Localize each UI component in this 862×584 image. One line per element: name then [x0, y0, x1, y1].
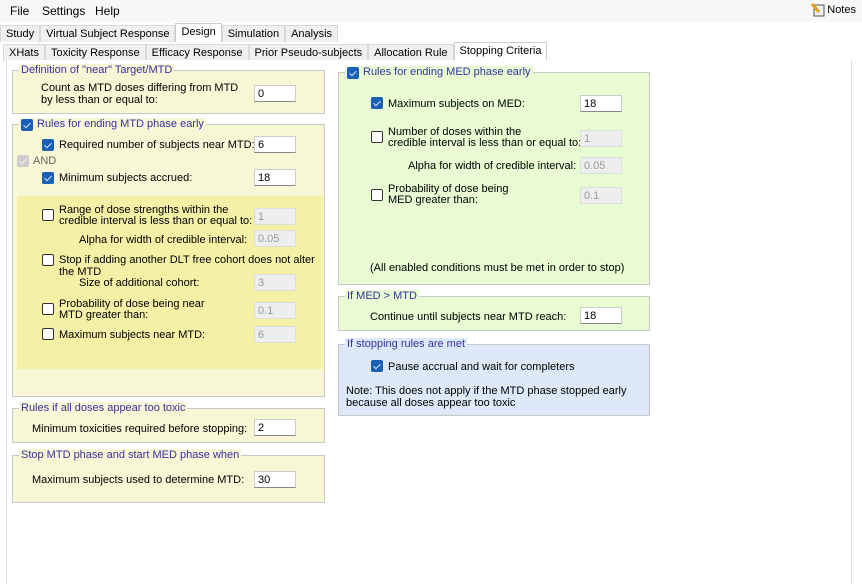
range-input[interactable]: 1	[254, 208, 296, 225]
prob-near-mtd-checkbox[interactable]	[42, 303, 54, 315]
cohort-size-input[interactable]: 3	[254, 274, 296, 291]
group-title: If stopping rules are met	[345, 338, 468, 351]
minimum-subjects-checkbox[interactable]	[42, 172, 54, 184]
group-title: Definition of "near" Target/MTD	[19, 64, 175, 77]
group-title-wrap: Rules for ending MED phase early	[345, 66, 533, 79]
tab-allocation-rule[interactable]: Allocation Rule	[368, 44, 454, 61]
max-near-mtd-checkbox[interactable]	[42, 328, 54, 340]
tab-toxicity-response[interactable]: Toxicity Response	[44, 44, 146, 61]
mtd-early-group: Rules for ending MTD phase early Require…	[12, 118, 325, 397]
group-title: Rules for ending MED phase early	[363, 66, 531, 78]
med-alpha-label: Alpha for width of credible interval:	[408, 160, 577, 172]
tab-virtual-subject-response[interactable]: Virtual Subject Response	[40, 25, 176, 42]
cohort-size-label: Size of additional cohort:	[79, 277, 200, 289]
stopping-note-2: because all doses appear too toxic	[346, 397, 516, 409]
alpha-input[interactable]: 0.05	[254, 230, 296, 247]
notepad-pencil-icon	[811, 3, 825, 17]
prob-med-label-2: MED greater than:	[388, 194, 478, 206]
med-alpha-input[interactable]: 0.05	[580, 157, 622, 174]
and-checkbox	[17, 155, 29, 167]
mtd-early-checkbox[interactable]	[21, 118, 33, 131]
stop-dlt-free-label: Stop if adding another DLT free cohort d…	[59, 254, 315, 278]
med-early-group: Rules for ending MED phase early Maximum…	[338, 66, 650, 285]
range-label-2: credible interval is less than or equal …	[59, 215, 253, 227]
minimum-subjects-input[interactable]: 18	[254, 169, 296, 186]
near-label-1: Count as MTD doses differing from MTD	[41, 82, 239, 94]
med-gt-mtd-group: If MED > MTD Continue until subjects nea…	[338, 290, 650, 331]
near-mtd-input[interactable]: 0	[254, 85, 296, 102]
prob-med-checkbox[interactable]	[371, 189, 383, 201]
notes-label: Notes	[827, 4, 856, 16]
tab-study[interactable]: Study	[0, 25, 41, 42]
stop-mtd-group: Stop MTD phase and start MED phase when …	[12, 449, 325, 503]
group-title: Stop MTD phase and start MED phase when	[19, 449, 242, 462]
menu-help[interactable]: Help	[95, 4, 120, 18]
num-doses-input[interactable]: 1	[580, 130, 622, 147]
num-doses-label-2: credible interval is less than or equal …	[388, 137, 582, 149]
stop-dlt-free-checkbox[interactable]	[42, 254, 54, 266]
prob-label-1: Probability of dose being near	[59, 298, 205, 310]
menu-file[interactable]: File	[10, 4, 30, 18]
stopping-note-1: Note: This does not apply if the MTD pha…	[346, 385, 627, 397]
stopping-met-group: If stopping rules are met Pause accrual …	[338, 338, 650, 416]
max-subjects-mtd-input[interactable]: 30	[254, 471, 296, 488]
minimum-subjects-label: Minimum subjects accrued:	[59, 172, 193, 184]
tab-simulation[interactable]: Simulation	[221, 25, 286, 42]
range-label-1: Range of dose strengths within the	[59, 204, 229, 216]
max-near-mtd-input[interactable]: 6	[254, 326, 296, 343]
max-med-checkbox[interactable]	[371, 97, 383, 109]
required-subjects-checkbox[interactable]	[42, 139, 54, 151]
min-toxicities-input[interactable]: 2	[254, 419, 296, 436]
required-subjects-input[interactable]: 6	[254, 136, 296, 153]
max-near-mtd-label: Maximum subjects near MTD:	[59, 329, 206, 341]
continue-until-label: Continue until subjects near MTD reach:	[370, 311, 567, 323]
prob-med-input[interactable]: 0.1	[580, 187, 622, 204]
max-subjects-mtd-label: Maximum subjects used to determine MTD:	[32, 474, 245, 486]
max-med-input[interactable]: 18	[580, 95, 622, 112]
tab-prior-pseudo-subjects[interactable]: Prior Pseudo-subjects	[248, 44, 369, 61]
optional-rules-area: Range of dose strengths within the credi…	[17, 196, 323, 369]
group-title: Rules for ending MTD phase early	[37, 118, 204, 130]
design-subtabs: XHats Toxicity Response Efficacy Respons…	[3, 42, 548, 61]
prob-near-mtd-input[interactable]: 0.1	[254, 302, 296, 319]
pause-accrual-label: Pause accrual and wait for completers	[388, 361, 575, 373]
group-title-wrap: Rules for ending MTD phase early	[19, 118, 206, 131]
tab-stopping-criteria[interactable]: Stopping Criteria	[453, 42, 548, 61]
continue-until-input[interactable]: 18	[580, 307, 622, 324]
group-title: Rules if all doses appear too toxic	[19, 402, 188, 415]
notes-button[interactable]: Notes	[811, 3, 856, 17]
med-early-checkbox[interactable]	[347, 66, 359, 79]
num-doses-label-1: Number of doses within the	[388, 126, 522, 138]
tab-efficacy-response[interactable]: Efficacy Response	[145, 44, 249, 61]
group-title: If MED > MTD	[345, 290, 419, 303]
tab-analysis[interactable]: Analysis	[285, 25, 339, 42]
max-med-label: Maximum subjects on MED:	[388, 98, 525, 110]
alpha-label: Alpha for width of credible interval:	[79, 234, 248, 246]
prob-label-2: MTD greater than:	[59, 309, 149, 321]
range-checkbox[interactable]	[42, 209, 54, 221]
tab-xhats[interactable]: XHats	[3, 44, 45, 61]
required-subjects-label: Required number of subjects near MTD:	[59, 139, 255, 151]
and-label: AND	[33, 155, 57, 167]
tab-design[interactable]: Design	[175, 23, 222, 42]
num-doses-checkbox[interactable]	[371, 131, 383, 143]
menu-settings[interactable]: Settings	[42, 4, 86, 18]
prob-med-label-1: Probability of dose being	[388, 183, 509, 195]
min-toxicities-label: Minimum toxicities required before stopp…	[32, 423, 248, 435]
main-tabs: Study Virtual Subject Response Design Si…	[0, 23, 339, 42]
near-label-2: by less than or equal to:	[41, 94, 158, 106]
all-conditions-note: (All enabled conditions must be met in o…	[370, 262, 625, 274]
menu-bar: File Settings Help Notes	[0, 0, 862, 22]
too-toxic-group: Rules if all doses appear too toxic Mini…	[12, 402, 325, 443]
pause-accrual-checkbox[interactable]	[371, 360, 383, 372]
near-definition-group: Definition of "near" Target/MTD Count as…	[12, 64, 325, 114]
